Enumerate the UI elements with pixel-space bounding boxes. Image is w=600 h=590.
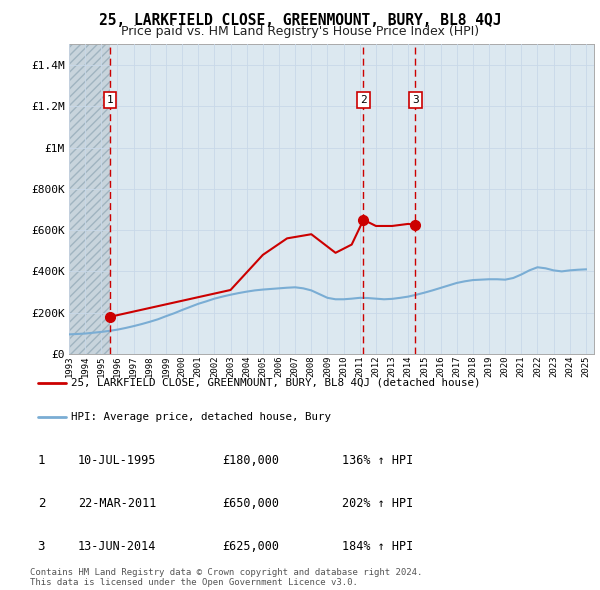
Text: 3: 3 (38, 540, 45, 553)
Text: 25, LARKFIELD CLOSE, GREENMOUNT, BURY, BL8 4QJ (detached house): 25, LARKFIELD CLOSE, GREENMOUNT, BURY, B… (71, 378, 481, 388)
Text: Price paid vs. HM Land Registry's House Price Index (HPI): Price paid vs. HM Land Registry's House … (121, 25, 479, 38)
Text: 136% ↑ HPI: 136% ↑ HPI (342, 454, 413, 467)
Text: £650,000: £650,000 (222, 497, 279, 510)
Text: 22-MAR-2011: 22-MAR-2011 (78, 497, 157, 510)
Text: 184% ↑ HPI: 184% ↑ HPI (342, 540, 413, 553)
Text: £180,000: £180,000 (222, 454, 279, 467)
Text: 2: 2 (360, 95, 367, 105)
Text: 25, LARKFIELD CLOSE, GREENMOUNT, BURY, BL8 4QJ: 25, LARKFIELD CLOSE, GREENMOUNT, BURY, B… (99, 13, 501, 28)
Bar (69, 44, 110, 354)
Text: Contains HM Land Registry data © Crown copyright and database right 2024.
This d: Contains HM Land Registry data © Crown c… (30, 568, 422, 587)
Text: 10-JUL-1995: 10-JUL-1995 (78, 454, 157, 467)
Text: 2: 2 (38, 497, 45, 510)
Text: HPI: Average price, detached house, Bury: HPI: Average price, detached house, Bury (71, 412, 331, 422)
Text: 13-JUN-2014: 13-JUN-2014 (78, 540, 157, 553)
Text: 202% ↑ HPI: 202% ↑ HPI (342, 497, 413, 510)
Text: 1: 1 (38, 454, 45, 467)
Text: 3: 3 (412, 95, 419, 105)
Text: 1: 1 (106, 95, 113, 105)
Text: £625,000: £625,000 (222, 540, 279, 553)
